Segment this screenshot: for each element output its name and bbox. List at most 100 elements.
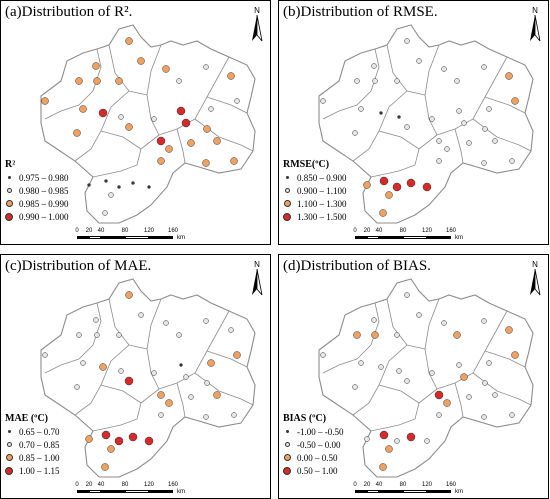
district-boundary [424, 298, 440, 350]
scale-unit: km [177, 235, 185, 241]
station-marker [144, 436, 154, 446]
station-marker [492, 392, 498, 398]
district-boundary [378, 130, 438, 150]
district-boundary [100, 384, 160, 404]
station-marker [394, 332, 400, 338]
station-marker [434, 390, 444, 400]
station-marker [202, 159, 210, 167]
legend-item: 0.985 – 0.990 [5, 197, 69, 210]
scale-tick-label: 160 [167, 228, 179, 234]
station-marker [162, 65, 170, 73]
station-marker [42, 352, 48, 358]
scale-tick-label: 40 [375, 482, 383, 488]
scale-tick-label: 20 [85, 228, 93, 234]
station-marker [87, 183, 91, 187]
station-marker [406, 178, 416, 188]
station-marker [482, 380, 488, 386]
legend-item: 0.65 – 0.70 [5, 425, 60, 438]
station-marker [379, 176, 389, 186]
legend-title: R² [5, 159, 16, 170]
district-boundary [484, 96, 526, 114]
scale-bar: 0 20 40 80 120 160 km [353, 228, 475, 244]
station-marker [392, 182, 402, 192]
legend-label: 0.900 – 1.100 [297, 185, 347, 196]
legend-item: 0.85 – 1.00 [5, 451, 60, 464]
station-marker [188, 394, 194, 400]
scale-segment [149, 490, 173, 493]
station-marker [213, 137, 221, 145]
station-marker [228, 327, 234, 333]
district-boundary [78, 48, 102, 106]
map-panel-d: (d)Distribution of BIAS. N BIAS (ºC) -1.00 … [278, 254, 549, 499]
legend-label: 0.985 – 0.990 [19, 198, 69, 209]
scale-tick-label: 40 [97, 482, 105, 488]
station-marker [371, 63, 377, 69]
scale-segment [125, 490, 149, 493]
station-marker [179, 363, 183, 367]
station-marker [125, 291, 133, 299]
district-boundary [74, 90, 130, 162]
station-marker [108, 192, 114, 198]
district-boundary [386, 44, 426, 96]
legend-title: MAE (ºC) [5, 413, 49, 424]
north-arrow-icon: N [250, 260, 264, 296]
legend-item: 1.100 – 1.300 [283, 197, 347, 210]
legend: R² 0.975 – 0.980 0.980 – 0.985 0.985 – 0.99… [5, 159, 69, 223]
north-label: N [254, 6, 260, 15]
station-marker [352, 130, 358, 136]
panel-title: (b)Distribution of RMSE. [283, 4, 438, 20]
legend-item: 0.980 – 0.985 [5, 184, 69, 197]
legend-item: 0.900 – 1.100 [283, 184, 347, 197]
station-marker [424, 438, 430, 444]
scale-tick-label: 20 [363, 228, 371, 234]
station-marker [385, 191, 393, 199]
station-marker [208, 106, 214, 112]
station-marker [92, 62, 100, 70]
legend-label: 0.65 – 0.70 [19, 426, 60, 437]
legend-swatch [7, 176, 11, 179]
district-boundary [322, 104, 358, 120]
station-marker [443, 399, 451, 407]
district-boundary [206, 96, 248, 114]
region-map [40, 24, 256, 224]
station-marker [394, 78, 400, 84]
scale-segment [403, 236, 427, 239]
panel-title: (a)Distribution of R². [5, 4, 133, 20]
district-boundary [378, 384, 438, 404]
scale-tick-label: 40 [97, 228, 105, 234]
scale-tick-label: 160 [445, 228, 457, 234]
scale-tick-label: 0 [353, 228, 357, 234]
scale-tick-label: 40 [375, 228, 383, 234]
station-marker [456, 362, 462, 368]
scale-segment [367, 236, 379, 239]
station-marker [176, 332, 182, 338]
station-marker [379, 111, 383, 115]
station-marker [371, 331, 379, 339]
legend-label: 1.300 – 1.500 [297, 211, 347, 222]
legend-item: 0.70 – 0.85 [5, 438, 60, 451]
scale-segment [101, 236, 125, 239]
station-marker [486, 106, 492, 112]
legend-swatch [5, 454, 13, 461]
scale-segment [77, 490, 89, 493]
station-marker [486, 360, 492, 366]
station-marker [118, 114, 124, 120]
district-boundary [146, 44, 162, 96]
scale-segment [403, 490, 427, 493]
region-boundary [40, 24, 256, 224]
panel-title: (d)Distribution of BIAS. [283, 258, 431, 274]
district-boundary [484, 350, 526, 368]
station-marker [93, 317, 99, 323]
legend-item: 1.300 – 1.500 [283, 210, 347, 223]
station-marker [461, 120, 467, 126]
station-marker [385, 445, 393, 453]
legend-item: 0.850 – 0.900 [283, 171, 347, 184]
scale-tick-label: 20 [85, 482, 93, 488]
station-marker [131, 181, 135, 185]
station-marker [364, 436, 370, 442]
legend-item: 1.00 – 1.15 [5, 464, 60, 477]
scale-tick-label: 120 [421, 482, 433, 488]
legend-item: 0.975 – 0.980 [5, 171, 69, 184]
scale-segment [427, 490, 451, 493]
legend-swatch [5, 466, 13, 475]
